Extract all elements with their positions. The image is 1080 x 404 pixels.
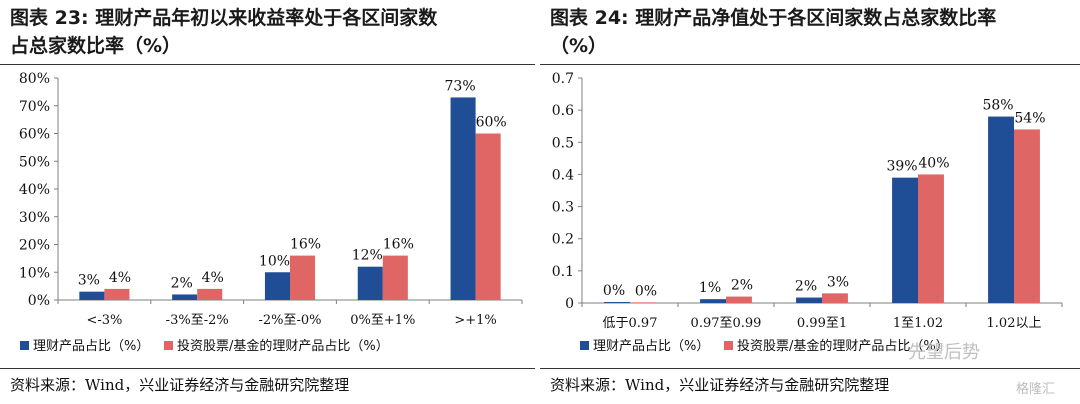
data-label: 2%: [795, 279, 817, 295]
x-tick-label: -2%至-0%: [258, 313, 321, 328]
legend-label: 理财产品占比（%）: [593, 339, 709, 354]
bar-2: [197, 288, 223, 300]
bar-chart-right: 0 0.1 0.2 0.3 0.4 0.5 0.6 0.7 0% 0% 低于0.97 1% 2% 0.97…: [552, 71, 1063, 354]
data-label: 16%: [290, 237, 321, 253]
bar-2: [630, 302, 656, 304]
source-rule: [0, 368, 535, 369]
data-label: 58%: [982, 98, 1013, 114]
data-label: 3%: [78, 273, 100, 289]
x-tick-label: 低于0.97: [603, 316, 658, 331]
data-label: 3%: [827, 274, 849, 290]
y-tick-label: 60%: [19, 127, 50, 143]
data-label: 0%: [603, 283, 625, 299]
data-label: 54%: [1014, 110, 1045, 126]
y-tick-label: 0.2: [552, 232, 574, 248]
data-label: 16%: [383, 237, 414, 253]
title-line-2: （%）: [550, 35, 608, 57]
y-tick-label: 0.5: [552, 135, 574, 151]
bar-2: [918, 174, 944, 303]
x-tick-label: 0.97至0.99: [691, 316, 762, 331]
data-label: 2%: [171, 275, 193, 291]
x-tick-label: -3%至-2%: [166, 313, 229, 328]
legend-swatch: [20, 341, 29, 350]
data-label: 60%: [476, 115, 507, 131]
source-rule: [540, 368, 1080, 369]
legend-label: 理财产品占比（%）: [33, 339, 149, 354]
y-tick-label: 0%: [28, 293, 50, 309]
x-tick-label: <-3%: [86, 313, 122, 328]
title-line-2: 占总家数比率（%）: [10, 35, 182, 57]
watermark-brand: 格隆汇: [1016, 382, 1056, 397]
data-label: 0%: [635, 283, 657, 299]
watermark-account: 先望后势: [908, 342, 980, 363]
y-tick-label: 0.3: [552, 200, 574, 216]
bar-1: [172, 294, 198, 300]
x-tick-label: >+1%: [454, 313, 496, 328]
x-tick-label: 0.99至1: [797, 316, 847, 331]
bar-chart-left: 0% 10% 20% 30% 40% 50% 60% 70% 80% 3% 4% <-3% 2% 4% -3…: [19, 71, 523, 354]
chart-panel-right: 图表 24: 理财产品净值处于各区间家数占总家数比率 （%） 0 0.1 0.2 0.…: [540, 0, 1080, 404]
x-tick-label: 1至1.02: [893, 316, 943, 331]
legend-swatch: [164, 341, 173, 350]
x-tick-label: 1.02以上: [987, 316, 1042, 331]
chart-panel-left: 图表 23: 理财产品年初以来收益率处于各区间家数 占总家数比率（%） 0% 10…: [0, 0, 535, 404]
bar-1: [264, 272, 290, 300]
bar-1: [357, 266, 383, 300]
bar-1: [604, 302, 630, 303]
y-tick-label: 0.6: [552, 103, 574, 119]
bar-1: [450, 97, 476, 300]
bar-2: [382, 255, 408, 300]
chart-title-left: 图表 23: 理财产品年初以来收益率处于各区间家数 占总家数比率（%）: [10, 4, 520, 60]
data-label: 1%: [699, 280, 721, 296]
bar-2: [104, 288, 130, 300]
data-label: 10%: [259, 253, 290, 269]
bar-2: [475, 133, 501, 300]
data-label: 4%: [109, 270, 131, 286]
data-label: 4%: [202, 270, 224, 286]
bar-1: [988, 116, 1014, 303]
bar-2: [822, 293, 848, 303]
source-note-right: 资料来源：Wind，兴业证券经济与金融研究院整理: [550, 376, 890, 394]
data-label: 2%: [731, 278, 753, 294]
bar-1: [892, 177, 918, 303]
title-rule: [540, 64, 1080, 65]
x-tick-label: 0%至+1%: [350, 313, 415, 328]
y-tick-label: 0.4: [552, 167, 574, 183]
data-label: 39%: [886, 159, 917, 175]
y-tick-label: 30%: [19, 210, 50, 226]
source-note-left: 资料来源：Wind，兴业证券经济与金融研究院整理: [10, 376, 350, 394]
y-tick-label: 50%: [19, 154, 50, 170]
y-tick-label: 20%: [19, 238, 50, 254]
data-label: 40%: [918, 155, 949, 171]
y-tick-label: 10%: [19, 265, 50, 281]
bar-1: [79, 291, 105, 300]
title-line-1: 图表 23: 理财产品年初以来收益率处于各区间家数: [10, 7, 438, 29]
y-tick-label: 0: [565, 296, 574, 312]
bar-2: [1014, 129, 1040, 303]
y-tick-label: 0.1: [552, 264, 574, 280]
legend-label: 投资股票/基金的理财产品占比（%）: [737, 338, 949, 354]
y-tick-label: 70%: [19, 99, 50, 115]
legend-label: 投资股票/基金的理财产品占比（%）: [177, 338, 389, 354]
bar-2: [726, 296, 752, 303]
y-tick-label: 40%: [19, 182, 50, 198]
chart-title-right: 图表 24: 理财产品净值处于各区间家数占总家数比率 （%）: [550, 4, 1060, 60]
legend-swatch: [724, 341, 733, 350]
title-rule: [0, 64, 535, 65]
bar-1: [796, 297, 822, 303]
y-tick-label: 0.7: [552, 71, 574, 87]
data-label: 73%: [445, 78, 476, 94]
bar-2: [290, 255, 316, 300]
data-label: 12%: [352, 248, 383, 264]
title-line-1: 图表 24: 理财产品净值处于各区间家数占总家数比率: [550, 7, 997, 29]
bar-1: [700, 299, 726, 303]
legend-swatch: [580, 341, 589, 350]
y-tick-label: 80%: [19, 71, 50, 87]
